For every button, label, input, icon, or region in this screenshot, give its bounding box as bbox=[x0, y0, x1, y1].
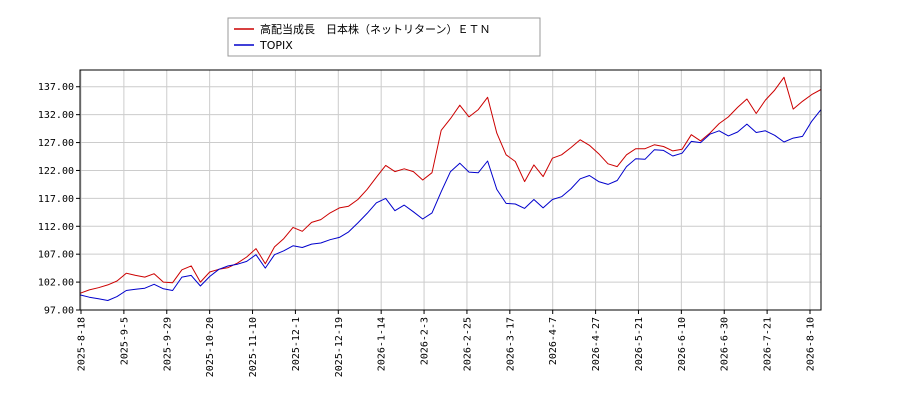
legend-label-series-0: 高配当成長 日本株（ネットリターン）ＥＴＮ bbox=[260, 22, 490, 36]
x-tick-label: 2026-6-10 bbox=[677, 317, 688, 371]
x-tick-label: 2026-1-14 bbox=[377, 317, 388, 371]
x-tick-label: 2025-10-20 bbox=[205, 317, 216, 377]
x-tick-label: 2025-8-18 bbox=[77, 317, 88, 371]
y-tick-label: 112.00 bbox=[38, 222, 74, 233]
y-tick-label: 117.00 bbox=[38, 194, 74, 205]
x-tick-label: 2026-5-21 bbox=[634, 317, 645, 371]
x-tick-label: 2025-9-5 bbox=[119, 317, 130, 365]
series-line-1 bbox=[79, 109, 822, 301]
y-tick-label: 127.00 bbox=[38, 138, 74, 149]
y-tick-label: 107.00 bbox=[38, 250, 74, 261]
x-tick-label: 2026-3-17 bbox=[505, 317, 516, 371]
x-tick-label: 2025-9-29 bbox=[162, 317, 173, 371]
legend-box bbox=[227, 17, 541, 57]
y-tick-label: 122.00 bbox=[38, 166, 74, 177]
x-tick-label: 2025-12-1 bbox=[291, 317, 302, 371]
legend-label-series-1: TOPIX bbox=[259, 39, 293, 52]
y-tick-label: 132.00 bbox=[38, 110, 74, 121]
y-tick-label: 137.00 bbox=[38, 82, 74, 93]
x-tick-label: 2026-8-10 bbox=[806, 317, 817, 371]
x-tick-label: 2026-2-3 bbox=[420, 317, 431, 365]
x-tick-label: 2026-6-30 bbox=[720, 317, 731, 371]
x-tick-label: 2025-11-10 bbox=[248, 317, 259, 377]
x-tick-label: 2026-7-21 bbox=[763, 317, 774, 371]
series-lines bbox=[79, 76, 822, 301]
grid bbox=[80, 70, 821, 311]
legend: 高配当成長 日本株（ネットリターン）ＥＴＮ TOPIX bbox=[227, 17, 541, 57]
y-axis-ticks: 97.00 102.00 107.00 112.00 117.00 122.00 127.0… bbox=[38, 82, 80, 317]
y-tick-label: 102.00 bbox=[38, 278, 74, 289]
plot-frame bbox=[79, 69, 822, 311]
x-tick-label: 2026-4-27 bbox=[591, 317, 602, 371]
x-tick-label: 2026-2-25 bbox=[462, 317, 473, 371]
series-line-0 bbox=[79, 76, 822, 294]
x-tick-label: 2026-4-7 bbox=[548, 317, 559, 365]
x-axis-ticks: 2025-8-18 2025-9-5 2025-9-29 2025-10-20 2025… bbox=[77, 310, 817, 377]
y-tick-label: 97.00 bbox=[44, 306, 74, 317]
x-tick-label: 2025-12-19 bbox=[334, 317, 345, 377]
